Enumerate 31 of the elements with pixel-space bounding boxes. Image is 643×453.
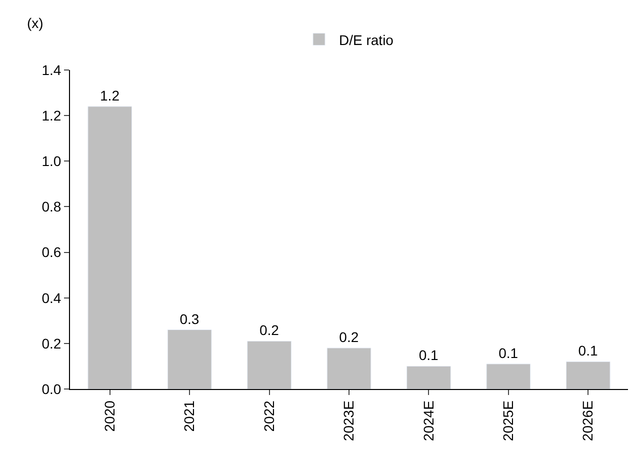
bar (406, 366, 451, 389)
data-label: 0.1 (578, 342, 598, 359)
legend-label: D/E ratio (339, 32, 394, 48)
bar (247, 340, 292, 389)
text: 0.6 (42, 244, 62, 260)
y-axis-title: (x) (27, 15, 44, 31)
x-tick-label: 2022 (260, 400, 277, 432)
text: 1.2 (42, 107, 62, 124)
text: 0.0 (42, 380, 62, 397)
text: 1.4 (42, 62, 62, 78)
data-label: 1.2 (100, 87, 120, 104)
text: 0.2 (42, 335, 62, 352)
bar (167, 330, 212, 389)
x-tick-label: 2024E (420, 400, 436, 442)
text: 1.0 (42, 153, 62, 170)
bar (486, 364, 531, 389)
data-label: 0.1 (418, 347, 439, 364)
x-tick-label: 2020 (101, 400, 118, 432)
bar (88, 106, 132, 389)
data-label: 0.2 (339, 328, 359, 345)
data-label: 0.1 (498, 344, 518, 361)
x-tick-label: 2026E (580, 400, 596, 442)
bar (566, 361, 610, 389)
bar (326, 348, 372, 389)
data-label: 0.2 (259, 322, 280, 338)
x-tick-label: 2021 (181, 400, 198, 432)
data-label: 0.3 (180, 310, 200, 327)
x-tick-label: 2023E (340, 400, 357, 442)
text: 0.8 (42, 198, 62, 215)
text: 0.4 (42, 290, 62, 306)
x-tick-label: 2025E (500, 400, 516, 442)
